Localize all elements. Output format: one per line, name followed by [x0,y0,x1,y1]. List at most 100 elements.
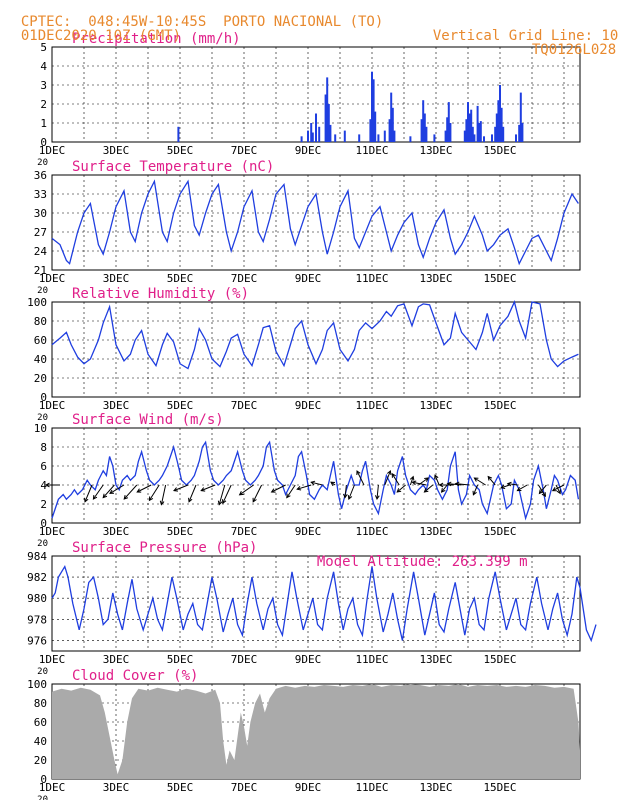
chart-panel-1: 21 24 27 30 33 36 1DEC 3DEC 5DEC 7DEC 9DEC 11DEC 13D… [34,159,581,296]
x-tick-label: 5DEC [167,399,194,412]
wind-arrow-head [84,497,89,503]
wind-arrow [123,484,138,500]
precip-bar [423,113,426,142]
y-tick-label: 40 [34,735,47,748]
wind-arrow [109,484,125,494]
precip-bar [478,123,481,142]
series-line [51,300,579,370]
wind-arrow [148,484,160,501]
wind-arrow-head [92,494,98,500]
x-year-label: 20 [37,539,48,549]
model-id-text: TQ0126L028 [531,42,617,58]
precip-bar [383,130,386,142]
precip-bar [449,123,452,142]
x-tick-label: 7DEC [231,653,258,666]
precip-bar [465,119,468,142]
y-tick-label: 60 [34,716,47,729]
wind-arrow-head [556,489,561,495]
precip-bar [470,109,473,142]
chart-panel-5: 0 20 40 60 80 100 1DEC 3DEC 5DEC 7DEC 9DEC 11DEC 13D… [27,668,581,800]
x-tick-label: 1DEC [39,399,66,412]
precip-bar [518,124,521,142]
x-tick-label: 13DEC [419,781,452,794]
model-altitude: Model Altitude: 263.399 m [300,540,528,570]
precip-bar [369,119,372,142]
wind-arrow [222,484,232,504]
panel-title: Surface Pressure (hPa) [72,540,257,556]
wind-arrow [517,484,528,492]
precip-bar [310,123,313,142]
wind-arrow-head [296,486,302,491]
precip-bar [371,71,373,142]
wind-arrow [474,477,486,486]
x-tick-label: 15DEC [483,653,516,666]
model-id: TQ0126L028 [515,28,616,58]
precip-bar [327,104,330,142]
y-tick-label: 976 [27,634,47,647]
wind-arrow-head [123,494,129,500]
wind-arrow [472,484,479,495]
wind-arrow-head [424,477,430,482]
y-tick-label: 4 [40,60,47,73]
y-tick-label: 20 [34,372,47,385]
x-tick-label: 13DEC [419,399,452,412]
chart-panel-0: 0 1 2 3 4 5 1DEC 3DEC 5DEC 7DEC 9DEC 11DEC 13DEC 15DE… [37,31,581,168]
wind-arrow [160,484,167,505]
wind-arrow [434,475,440,486]
wind-arrow-head [538,489,544,495]
x-year-label: 20 [37,286,48,296]
panel-title: Relative Humidity (%) [72,286,249,302]
wind-arrow-head [330,481,336,486]
wind-arrow [412,481,427,486]
wind-arrow [271,484,286,493]
wind-arrow [552,484,565,492]
wind-arrow-head [516,486,522,492]
y-tick-label: 24 [34,245,48,258]
precip-bar [521,123,524,142]
wind-arrow-head [109,489,115,494]
chart-panel-4: 976 978 980 982 984 1DEC 3DEC 5DEC 7DEC 9DEC 11DEC… [27,540,597,677]
x-tick-label: 15DEC [483,272,516,285]
wind-arrow [507,483,518,486]
y-tick-label: 980 [27,592,47,605]
precip-bar [409,136,412,142]
precip-bar [374,111,377,142]
wind-arrow [424,484,434,493]
wind-arrow-head [102,493,108,499]
x-year-label: 20 [37,795,48,800]
x-tick-label: 3DEC [103,781,130,794]
y-tick-label: 6 [40,460,47,473]
plot-frame [51,427,581,524]
x-tick-label: 7DEC [231,525,258,538]
wind-arrow-head [396,488,402,493]
wind-arrow [348,484,355,500]
precip-bar [495,113,498,142]
precip-bar [307,130,309,142]
series-line [51,564,597,643]
x-tick-label: 5DEC [167,525,194,538]
x-tick-label: 11DEC [355,525,388,538]
wind-arrow-head [44,482,50,488]
precip-bar [177,126,180,142]
y-tick-label: 2 [40,98,47,111]
y-tick-label: 0 [40,517,47,530]
x-tick-label: 3DEC [103,144,130,157]
y-tick-label: 80 [34,315,47,328]
wind-arrow-head [148,496,154,502]
wind-arrow [239,484,254,496]
wind-arrow-head [434,474,439,480]
precip-bar [497,100,500,142]
y-tick-label: 33 [34,188,47,201]
wind-arrow [84,484,93,502]
model-altitude-text: Model Altitude: 263.399 m [316,554,528,570]
x-tick-label: 1DEC [39,272,66,285]
precip-bar [388,119,391,142]
wind-arrow [555,484,561,494]
init-time-text: 01DEC2020 10Z (GMT) [20,28,182,44]
precip-bar [471,126,474,142]
precip-bar [494,126,497,142]
wind-arrow-head [238,490,244,496]
y-tick-label: 20 [34,754,47,767]
precip-bar [502,126,505,142]
x-tick-label: 3DEC [103,399,130,412]
